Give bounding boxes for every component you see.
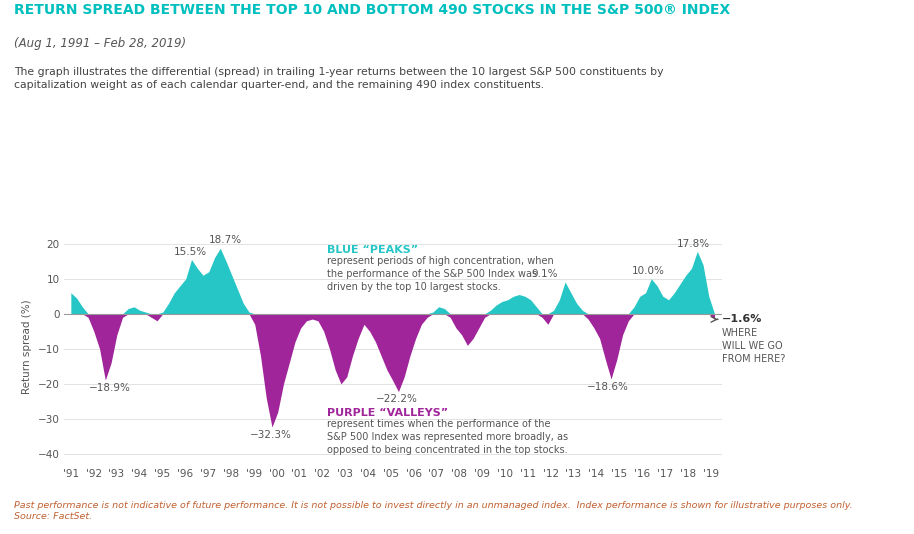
Text: 10.0%: 10.0% [632, 266, 664, 276]
Text: (Aug 1, 1991 – Feb 28, 2019): (Aug 1, 1991 – Feb 28, 2019) [14, 37, 186, 50]
Text: −18.6%: −18.6% [587, 382, 629, 392]
Text: RETURN SPREAD BETWEEN THE TOP 10 AND BOTTOM 490 STOCKS IN THE S&P 500® INDEX: RETURN SPREAD BETWEEN THE TOP 10 AND BOT… [14, 3, 730, 17]
Text: −22.2%: −22.2% [376, 395, 418, 404]
Text: 18.7%: 18.7% [208, 235, 241, 246]
Text: −1.6%: −1.6% [722, 315, 762, 324]
Text: 9.1%: 9.1% [532, 269, 558, 279]
Text: BLUE “PEAKS”: BLUE “PEAKS” [327, 246, 418, 255]
Text: The graph illustrates the differential (spread) in trailing 1-year returns betwe: The graph illustrates the differential (… [14, 67, 664, 90]
Text: −32.3%: −32.3% [250, 430, 292, 440]
Text: represent periods of high concentration, when
the performance of the S&P 500 Ind: represent periods of high concentration,… [327, 256, 554, 292]
Text: Past performance is not indicative of future performance. It is not possible to : Past performance is not indicative of fu… [14, 500, 853, 521]
Text: −18.9%: −18.9% [89, 383, 131, 393]
Text: WHERE
WILL WE GO
FROM HERE?: WHERE WILL WE GO FROM HERE? [722, 328, 785, 364]
Text: represent times when the performance of the
S&P 500 Index was represented more b: represent times when the performance of … [327, 419, 568, 454]
Y-axis label: Return spread (%): Return spread (%) [22, 300, 32, 395]
Text: 15.5%: 15.5% [175, 247, 207, 257]
Text: PURPLE “VALLEYS”: PURPLE “VALLEYS” [327, 409, 448, 419]
Text: 17.8%: 17.8% [677, 239, 710, 248]
